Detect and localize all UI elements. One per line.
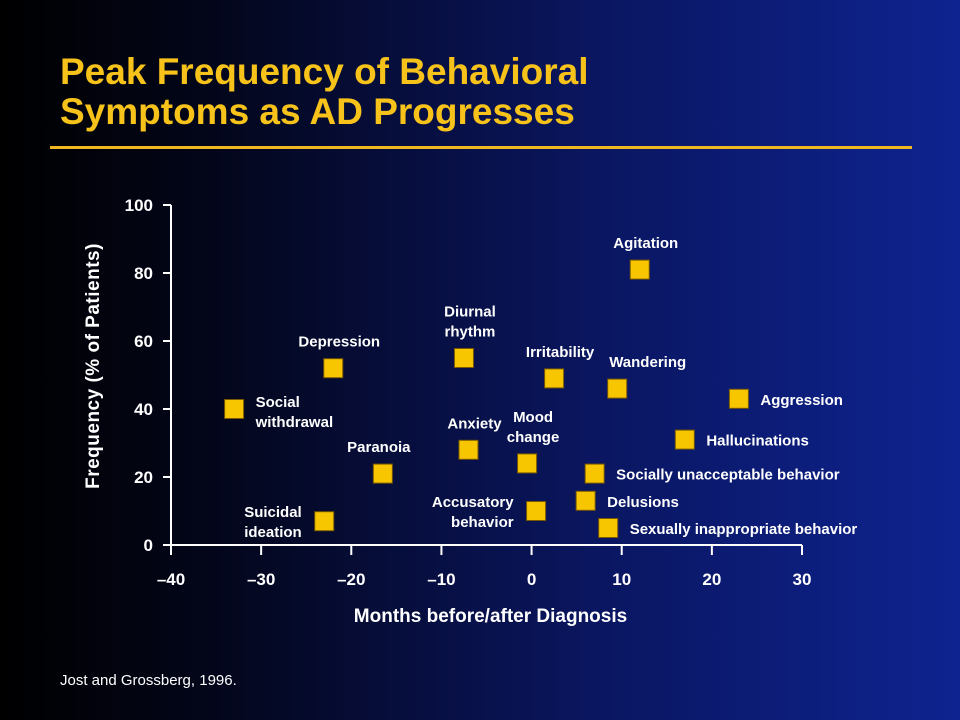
data-point [575, 490, 596, 511]
data-point [607, 378, 628, 399]
point-label: Socially unacceptable behavior [616, 467, 840, 484]
point-label: Diurnal rhythm [444, 304, 496, 341]
x-tick-label: –20 [337, 570, 365, 589]
x-tick-label: 0 [527, 570, 536, 589]
y-tick-label: 0 [144, 536, 153, 555]
y-tick-label: 20 [134, 468, 153, 487]
chart-axes: 0 20 40 60 80 100 –40 –30 –20 –10 0 10 20 30 Months be… [83, 196, 811, 627]
slide-title: Peak Frequency of Behavioral Symptoms as… [60, 52, 920, 132]
chart-point-labels: Social withdrawal Depression Paranoia Suicid… [244, 235, 857, 541]
title-line-2: Symptoms as AD Progresses [60, 91, 575, 132]
x-tick-label: 20 [702, 570, 721, 589]
data-point [458, 439, 479, 460]
point-label: Anxiety [447, 415, 502, 432]
data-point [526, 501, 547, 521]
point-label: Irritability [526, 344, 595, 361]
point-label: Social withdrawal [255, 394, 334, 431]
y-tick-label: 40 [134, 400, 153, 419]
y-tick-label: 60 [134, 332, 153, 351]
data-point [372, 463, 393, 484]
y-axis-title: Frequency (% of Patients) [83, 243, 104, 489]
data-point [517, 453, 538, 474]
x-tick-label: –10 [427, 570, 455, 589]
data-point [224, 399, 245, 419]
point-label: Sexually inappropriate behavior [630, 521, 858, 538]
point-label: Suicidal ideation [244, 504, 302, 541]
point-label: Aggression [760, 392, 843, 409]
x-tick-label: 30 [793, 570, 812, 589]
x-axis-title: Months before/after Diagnosis [354, 606, 627, 627]
x-tick-label: –30 [247, 570, 275, 589]
data-point [674, 429, 695, 450]
data-point [728, 388, 749, 409]
citation: Jost and Grossberg, 1996. [60, 672, 237, 689]
data-point [453, 348, 474, 368]
point-label: Hallucinations [706, 433, 809, 450]
title-line-1: Peak Frequency of Behavioral [60, 51, 589, 92]
chart-points [224, 259, 749, 538]
point-label: Depression [298, 334, 380, 351]
point-label: Delusions [607, 494, 679, 511]
title-underline [50, 146, 912, 149]
data-point [323, 358, 344, 379]
x-tick-label: 10 [612, 570, 631, 589]
data-point [598, 518, 619, 538]
data-point [314, 511, 335, 532]
point-label: Accusatory behavior [432, 494, 514, 531]
y-tick-label: 100 [125, 196, 153, 215]
point-label: Agitation [613, 235, 678, 252]
data-point [544, 368, 565, 389]
point-label: Paranoia [347, 439, 411, 456]
y-tick-label: 80 [134, 264, 153, 283]
data-point [629, 259, 650, 280]
point-label: Mood change [507, 409, 560, 446]
x-tick-label: –40 [157, 570, 185, 589]
point-label: Wandering [609, 354, 686, 371]
data-point [584, 463, 605, 484]
